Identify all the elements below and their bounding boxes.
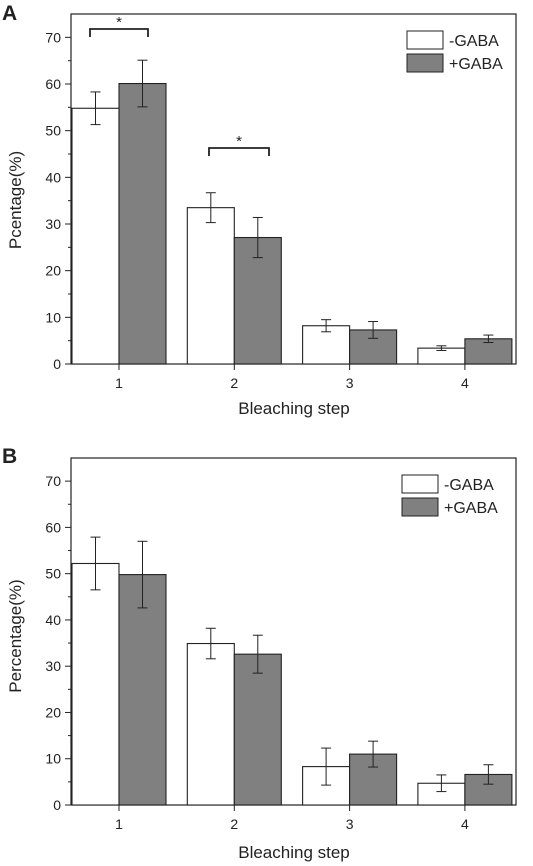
y-axis-title: Pcentage(%) bbox=[6, 151, 25, 249]
panel-b: B Bleaching step Percentage(%) -GABA +GA… bbox=[2, 445, 517, 862]
bar-plus-gaba bbox=[233, 236, 282, 365]
bar-minus-gaba bbox=[71, 107, 120, 365]
legend-label-minus-gaba: -GABA bbox=[449, 33, 499, 50]
y-tick-label: 30 bbox=[45, 216, 61, 232]
legend: -GABA +GABA bbox=[401, 474, 498, 517]
y-tick-label: 40 bbox=[45, 612, 61, 628]
legend-swatch-minus-gaba bbox=[401, 474, 439, 494]
x-tick-label: 2 bbox=[230, 375, 238, 391]
bar-minus-gaba bbox=[186, 642, 235, 806]
y-tick-label: 10 bbox=[45, 309, 61, 325]
x-tick-label: 1 bbox=[115, 816, 123, 832]
y-tick-label: 50 bbox=[45, 566, 61, 582]
legend-label-plus-gaba: +GABA bbox=[449, 56, 503, 73]
y-tick-label: 20 bbox=[45, 263, 61, 279]
y-tick-label: 0 bbox=[53, 356, 61, 372]
y-tick-label: 20 bbox=[45, 704, 61, 720]
y-tick-label: 40 bbox=[45, 169, 61, 185]
bar-plus-gaba bbox=[233, 653, 282, 806]
y-tick-label: 30 bbox=[45, 658, 61, 674]
x-tick-label: 3 bbox=[346, 375, 354, 391]
y-tick-label: 60 bbox=[45, 76, 61, 92]
legend-swatch-plus-gaba bbox=[406, 53, 444, 73]
bar-minus-gaba bbox=[186, 207, 235, 365]
bar-minus-gaba bbox=[71, 562, 120, 806]
y-tick-label: 0 bbox=[53, 797, 61, 813]
plot-frame bbox=[70, 457, 517, 806]
bar-plus-gaba bbox=[118, 82, 167, 365]
y-axis-title: Percentage(%) bbox=[6, 579, 25, 692]
x-tick-label: 4 bbox=[461, 375, 469, 391]
x-axis-title: Bleaching step bbox=[238, 843, 350, 862]
significance-bracket bbox=[89, 28, 149, 37]
significance-bracket bbox=[208, 147, 270, 156]
y-tick-label: 10 bbox=[45, 751, 61, 767]
x-axis-title: Bleaching step bbox=[238, 399, 350, 418]
plot-frame bbox=[70, 13, 517, 365]
y-tick-label: 70 bbox=[45, 29, 61, 45]
significance-star: * bbox=[116, 14, 122, 31]
legend-label-plus-gaba: +GABA bbox=[444, 500, 498, 517]
y-tick-label: 60 bbox=[45, 519, 61, 535]
panel-letter: B bbox=[2, 445, 17, 468]
legend: -GABA +GABA bbox=[406, 30, 503, 73]
panel-letter: A bbox=[2, 2, 17, 25]
x-tick-label: 2 bbox=[230, 816, 238, 832]
significance-star: * bbox=[236, 133, 242, 150]
x-tick-label: 3 bbox=[346, 816, 354, 832]
bar-plus-gaba bbox=[118, 574, 167, 806]
legend-label-minus-gaba: -GABA bbox=[444, 477, 494, 494]
y-tick-label: 70 bbox=[45, 473, 61, 489]
panel-a: A Bleaching step Pcentage(%) -GABA +GABA… bbox=[2, 2, 517, 418]
x-tick-label: 4 bbox=[461, 816, 469, 832]
legend-swatch-plus-gaba bbox=[401, 497, 439, 517]
legend-swatch-minus-gaba bbox=[406, 30, 444, 50]
x-tick-label: 1 bbox=[115, 375, 123, 391]
y-tick-label: 50 bbox=[45, 123, 61, 139]
